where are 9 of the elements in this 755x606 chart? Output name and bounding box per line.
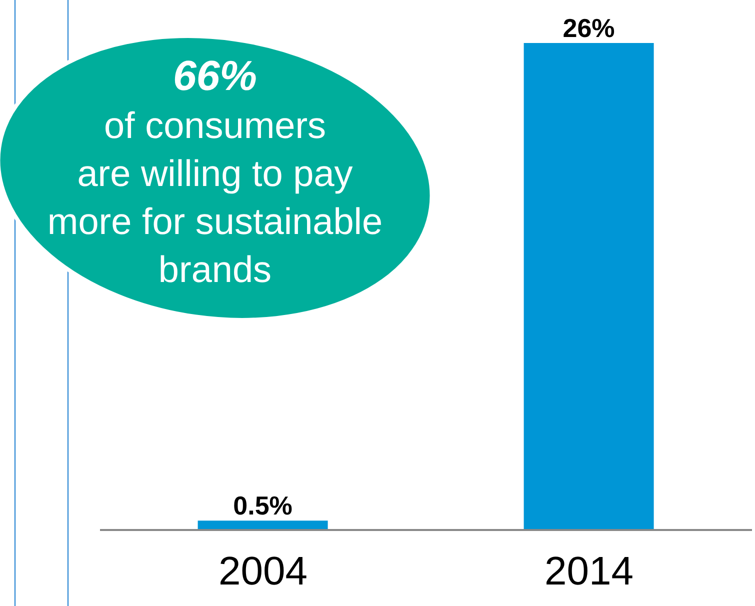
data-label: 0.5%	[233, 490, 292, 521]
x-tick-label: 2014	[544, 549, 634, 594]
annotation: brands	[157, 248, 273, 292]
annotation: more for sustainable	[46, 200, 384, 244]
x-tick-label: 2004	[218, 549, 308, 594]
annotation: are willing to pay	[76, 152, 354, 196]
data-label: 26%	[562, 13, 615, 43]
annotation: of consumers	[102, 104, 328, 148]
annotation: 66%	[172, 51, 258, 101]
